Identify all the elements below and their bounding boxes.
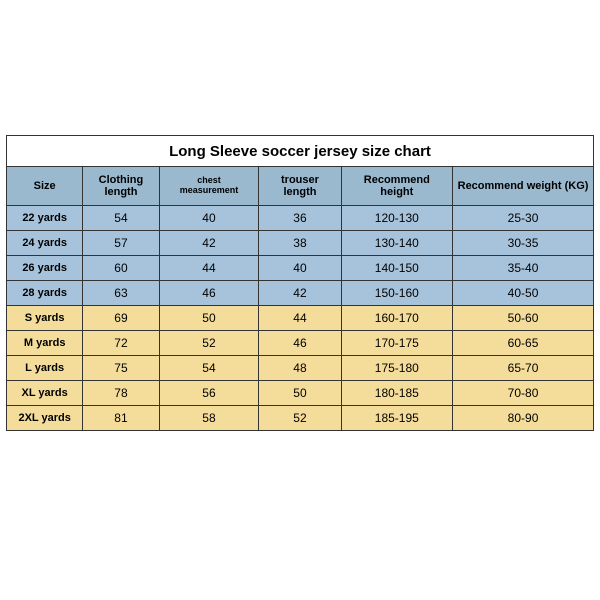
- title-row: Long Sleeve soccer jersey size chart: [7, 136, 594, 167]
- size-cell: XL yards: [7, 381, 83, 406]
- value-cell: 48: [259, 356, 341, 381]
- table-body: Long Sleeve soccer jersey size chartSize…: [7, 136, 594, 431]
- value-cell: 130-140: [341, 231, 453, 256]
- size-cell: 24 yards: [7, 231, 83, 256]
- table-row: L yards755448175-18065-70: [7, 356, 594, 381]
- value-cell: 185-195: [341, 406, 453, 431]
- value-cell: 180-185: [341, 381, 453, 406]
- value-cell: 42: [159, 231, 259, 256]
- table-row: XL yards785650180-18570-80: [7, 381, 594, 406]
- value-cell: 75: [83, 356, 159, 381]
- value-cell: 69: [83, 306, 159, 331]
- value-cell: 52: [259, 406, 341, 431]
- value-cell: 57: [83, 231, 159, 256]
- value-cell: 60: [83, 256, 159, 281]
- column-header: Clothinglength: [83, 167, 159, 206]
- value-cell: 38: [259, 231, 341, 256]
- size-cell: 28 yards: [7, 281, 83, 306]
- value-cell: 30-35: [453, 231, 594, 256]
- value-cell: 170-175: [341, 331, 453, 356]
- value-cell: 50: [159, 306, 259, 331]
- value-cell: 40: [159, 206, 259, 231]
- value-cell: 56: [159, 381, 259, 406]
- value-cell: 35-40: [453, 256, 594, 281]
- table-row: 24 yards574238130-14030-35: [7, 231, 594, 256]
- value-cell: 52: [159, 331, 259, 356]
- value-cell: 46: [159, 281, 259, 306]
- column-header: Recommendheight: [341, 167, 453, 206]
- value-cell: 50-60: [453, 306, 594, 331]
- value-cell: 40-50: [453, 281, 594, 306]
- value-cell: 65-70: [453, 356, 594, 381]
- value-cell: 54: [83, 206, 159, 231]
- size-cell: S yards: [7, 306, 83, 331]
- header-row: SizeClothinglengthchestmeasurementtrouse…: [7, 167, 594, 206]
- value-cell: 40: [259, 256, 341, 281]
- value-cell: 60-65: [453, 331, 594, 356]
- column-header: Recommend weight (KG): [453, 167, 594, 206]
- value-cell: 44: [159, 256, 259, 281]
- value-cell: 58: [159, 406, 259, 431]
- value-cell: 72: [83, 331, 159, 356]
- size-cell: M yards: [7, 331, 83, 356]
- value-cell: 150-160: [341, 281, 453, 306]
- value-cell: 44: [259, 306, 341, 331]
- value-cell: 80-90: [453, 406, 594, 431]
- table-row: S yards695044160-17050-60: [7, 306, 594, 331]
- value-cell: 160-170: [341, 306, 453, 331]
- size-chart-container: Long Sleeve soccer jersey size chartSize…: [0, 0, 600, 431]
- value-cell: 25-30: [453, 206, 594, 231]
- value-cell: 140-150: [341, 256, 453, 281]
- table-row: 22 yards544036120-13025-30: [7, 206, 594, 231]
- value-cell: 175-180: [341, 356, 453, 381]
- table-row: 26 yards604440140-15035-40: [7, 256, 594, 281]
- value-cell: 70-80: [453, 381, 594, 406]
- size-cell: 2XL yards: [7, 406, 83, 431]
- size-cell: L yards: [7, 356, 83, 381]
- column-header: chestmeasurement: [159, 167, 259, 206]
- table-row: M yards725246170-17560-65: [7, 331, 594, 356]
- value-cell: 54: [159, 356, 259, 381]
- value-cell: 81: [83, 406, 159, 431]
- value-cell: 63: [83, 281, 159, 306]
- value-cell: 46: [259, 331, 341, 356]
- table-row: 28 yards634642150-16040-50: [7, 281, 594, 306]
- size-chart-table: Long Sleeve soccer jersey size chartSize…: [6, 135, 594, 431]
- value-cell: 120-130: [341, 206, 453, 231]
- table-row: 2XL yards815852185-19580-90: [7, 406, 594, 431]
- value-cell: 78: [83, 381, 159, 406]
- chart-title: Long Sleeve soccer jersey size chart: [7, 136, 594, 167]
- value-cell: 36: [259, 206, 341, 231]
- size-cell: 26 yards: [7, 256, 83, 281]
- column-header: trouserlength: [259, 167, 341, 206]
- size-cell: 22 yards: [7, 206, 83, 231]
- value-cell: 42: [259, 281, 341, 306]
- value-cell: 50: [259, 381, 341, 406]
- column-header: Size: [7, 167, 83, 206]
